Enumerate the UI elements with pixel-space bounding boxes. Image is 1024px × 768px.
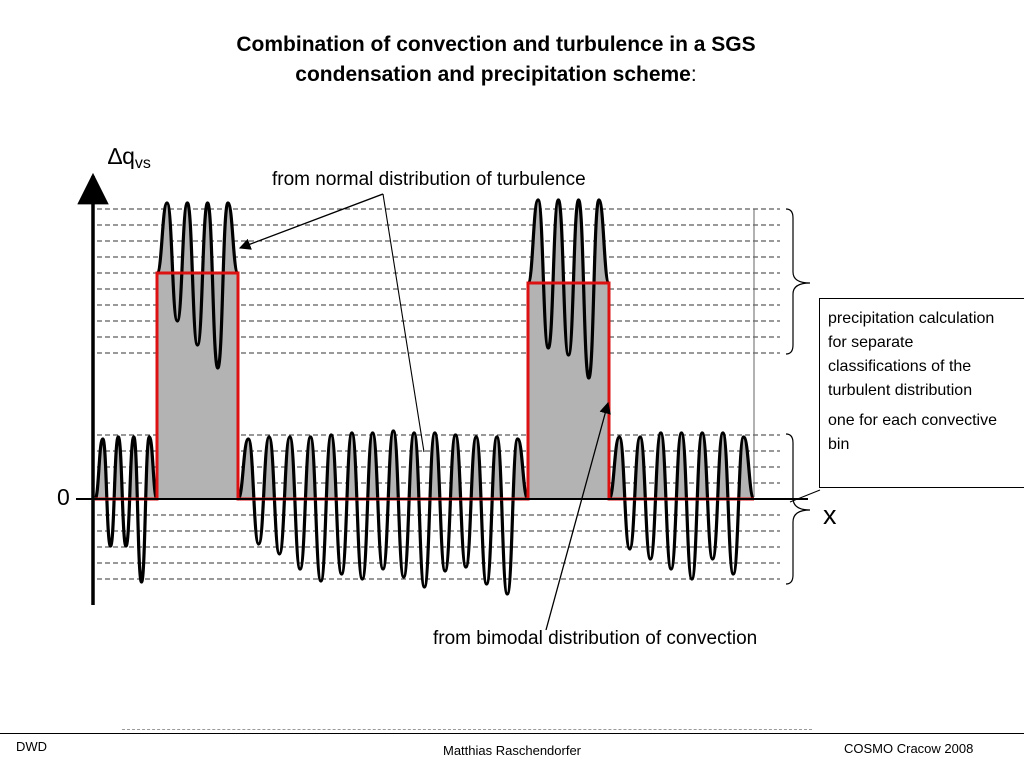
footer-center: Matthias Raschendorfer: [443, 743, 582, 758]
x-axis-arrow-tail: [789, 489, 821, 503]
pointer-convection: [545, 401, 611, 631]
slide-title: Combination of convection and turbulence…: [0, 30, 992, 90]
info-box-line-2: one for each convective bin: [828, 412, 997, 453]
title-line-1: Combination of convection and turbulence…: [236, 33, 756, 56]
fill-low-middle: [238, 431, 528, 499]
fill-block-high-left: [157, 273, 238, 499]
wave-low-middle: [236, 429, 530, 596]
wave-low-left: [93, 435, 159, 584]
info-box-line-1: precipitation calculation for separate c…: [828, 310, 995, 399]
pointer-turbulence-left: [238, 193, 384, 250]
footer-left: DWD: [16, 739, 48, 754]
upper-brace: [785, 208, 811, 355]
footer-dashed-line: [122, 729, 812, 730]
fill-block-high-right: [528, 283, 609, 499]
lower-brace: [785, 433, 811, 585]
y-axis-label: ∆qvs: [108, 143, 151, 173]
title-line-2: condensation and precipitation scheme:: [0, 60, 992, 90]
zero-label: 0: [57, 484, 70, 510]
title-colon: :: [690, 63, 697, 86]
oscillation-curves: [93, 198, 756, 596]
wave-high-right: [526, 198, 611, 380]
title-line-2-text: condensation and precipitation scheme: [295, 63, 691, 86]
wave-low-right: [607, 431, 756, 581]
gray-fill-areas: [95, 200, 754, 499]
footer-right: COSMO Cracow 2008: [844, 741, 974, 756]
convection-annotation: from bimodal distribution of convection: [433, 628, 758, 649]
fill-low-right: [609, 433, 754, 499]
precipitation-info-box: precipitation calculation for separate c…: [819, 298, 1024, 488]
footer-divider: [0, 733, 1024, 734]
x-axis-label: x: [823, 500, 837, 530]
pointer-turbulence-right: [382, 193, 425, 453]
y-axis-label-subscript: vs: [134, 155, 151, 172]
turbulence-annotation: from normal distribution of turbulence: [272, 169, 586, 190]
y-axis-label-main: ∆q: [108, 143, 135, 169]
